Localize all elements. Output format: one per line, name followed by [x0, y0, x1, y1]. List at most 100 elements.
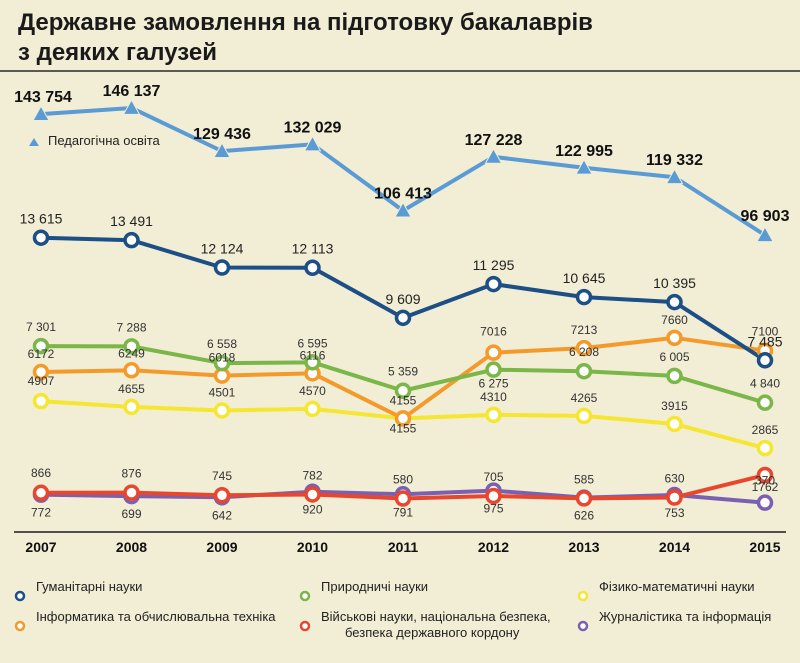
point-hum — [32, 229, 50, 246]
label-mil: 585 — [574, 472, 594, 486]
label-nat: 5 359 — [388, 365, 418, 379]
point-hum — [123, 231, 140, 249]
label-inf: 7660 — [661, 313, 688, 327]
ped-legend: Педагогічна освіта — [29, 133, 161, 148]
legend-marker-mil — [299, 620, 311, 632]
legend-label-mil: Військові науки, національна безпека, — [321, 609, 551, 624]
label-jour: 642 — [212, 508, 232, 522]
legend-label-nat: Природничі науки — [321, 579, 428, 594]
chart-title-line-2: з деяких галузей — [18, 39, 217, 66]
point-mil — [756, 466, 774, 484]
point-phys — [32, 392, 50, 410]
point-nat — [756, 394, 774, 411]
label-nat: 7 301 — [26, 320, 56, 334]
point-inf — [123, 362, 140, 379]
point-mil — [213, 486, 231, 504]
point-phys — [485, 406, 502, 424]
label-nat: 6 005 — [659, 350, 689, 364]
label-mil: 745 — [212, 469, 232, 483]
point-phys — [213, 402, 231, 419]
point-hum — [485, 275, 502, 293]
label-hum: 12 124 — [201, 241, 244, 257]
point-nat — [394, 382, 412, 399]
label-hum: 10 395 — [653, 275, 696, 291]
point-phys — [756, 439, 774, 457]
x-tick-label: 2008 — [116, 539, 147, 555]
label-phys: 4501 — [209, 385, 236, 399]
point-mil — [575, 490, 593, 507]
point-nat — [32, 337, 50, 355]
point-nat — [213, 354, 231, 372]
point-jour — [756, 494, 774, 511]
label-ped: 129 436 — [193, 126, 251, 143]
point-hum — [575, 288, 593, 306]
label-inf: 6018 — [209, 351, 236, 365]
point-hum — [304, 259, 321, 276]
label-phys: 4310 — [480, 390, 507, 404]
point-mil — [123, 484, 140, 501]
x-tick-label: 2015 — [749, 539, 780, 555]
label-phys: 4265 — [571, 391, 598, 405]
x-tick-label: 2012 — [478, 539, 509, 555]
label-nat: 6 208 — [569, 345, 599, 359]
x-tick-label: 2007 — [25, 539, 56, 555]
label-inf: 4155 — [390, 421, 417, 435]
legend-label-jour: Журналістика та інформація — [599, 609, 771, 624]
label-phys: 4155 — [390, 393, 417, 407]
legend-label-mil: безпека державного кордону — [345, 625, 520, 640]
point-phys — [123, 398, 140, 416]
label-hum: 12 113 — [292, 241, 334, 257]
point-ped — [756, 226, 774, 243]
label-inf: 7016 — [480, 325, 507, 339]
point-phys — [304, 400, 321, 418]
x-tick-label: 2009 — [206, 539, 237, 555]
label-inf: 6116 — [300, 348, 326, 362]
point-ped — [213, 142, 231, 159]
label-inf: 7213 — [571, 323, 598, 337]
point-mil — [394, 490, 412, 507]
label-jour: 772 — [31, 506, 51, 520]
legend-marker-hum — [14, 590, 26, 602]
label-jour: 370 — [755, 474, 775, 488]
label-hum: 9 609 — [385, 291, 420, 307]
legend-marker-phys — [577, 590, 589, 602]
point-nat — [485, 361, 502, 378]
point-phys — [575, 407, 593, 425]
point-hum — [213, 259, 231, 276]
label-phys: 3915 — [661, 399, 688, 413]
point-mil — [32, 484, 50, 502]
point-nat — [304, 354, 321, 371]
label-phys: 4570 — [299, 384, 326, 398]
label-ped: 122 995 — [555, 143, 613, 160]
legend-label-hum: Гуманітарні науки — [36, 579, 142, 594]
legend-marker-inf — [14, 620, 26, 632]
label-ped: 143 754 — [14, 89, 72, 106]
point-mil — [304, 486, 321, 503]
point-ped — [122, 98, 141, 115]
label-inf: 6249 — [118, 346, 145, 360]
label-phys: 4655 — [118, 382, 145, 396]
series-markers — [32, 98, 774, 511]
point-ped — [575, 158, 593, 175]
point-nat — [123, 338, 140, 355]
chart-title-line-1: Державне замовлення на підготовку бакала… — [18, 9, 593, 36]
point-hum — [756, 352, 774, 369]
label-ped: 132 029 — [284, 119, 342, 136]
label-jour: 975 — [483, 502, 503, 516]
point-phys — [666, 415, 683, 433]
label-jour: 626 — [574, 509, 594, 523]
data-labels: 143 754 146 137 129 436 132 029 106 413 127 2… — [14, 83, 789, 523]
label-hum: 13 491 — [110, 213, 153, 229]
label-hum: 13 615 — [20, 211, 63, 227]
label-mil: 1762 — [752, 480, 779, 494]
point-nat — [575, 362, 593, 380]
label-ped: 146 137 — [103, 83, 161, 100]
x-axis-ticks: 2007 2008 2009 2010 2011 2012 2013 2014 2015 — [25, 539, 780, 555]
label-nat: 6 558 — [207, 337, 237, 351]
point-ped — [394, 201, 412, 218]
point-mil — [666, 489, 683, 506]
label-mil: 580 — [393, 472, 413, 486]
label-hum: 11 295 — [473, 257, 515, 273]
label-ped: 96 903 — [741, 208, 790, 225]
